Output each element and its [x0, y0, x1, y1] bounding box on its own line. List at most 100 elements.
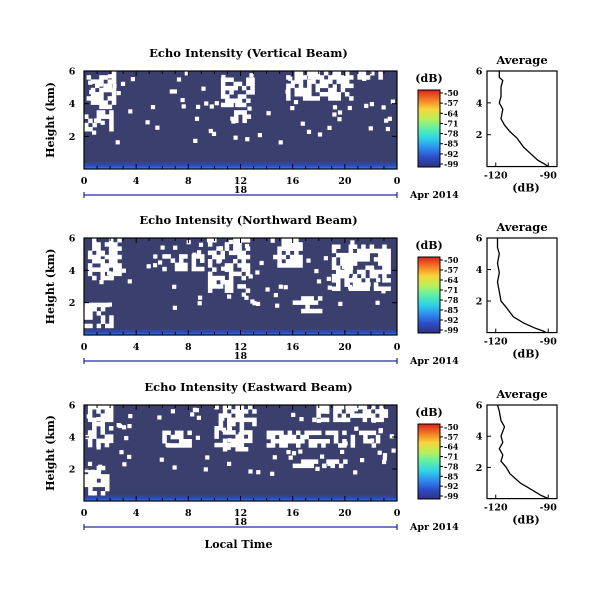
missing-data-cell [377, 450, 382, 455]
missing-data-cell [321, 443, 326, 448]
missing-data-cell [375, 434, 381, 440]
missing-data-cell [336, 252, 341, 258]
missing-data-cell [237, 81, 243, 87]
missing-data-cell [279, 443, 284, 448]
missing-data-cell [352, 286, 358, 291]
missing-data-cell [365, 248, 370, 254]
missing-data-cell [225, 102, 230, 108]
missing-data-cell [315, 96, 320, 101]
missing-data-cell [243, 409, 249, 414]
x-tick-label: 16 [286, 176, 300, 187]
missing-data-cell [361, 248, 366, 254]
missing-data-cell [88, 315, 93, 320]
missing-data-cell [100, 482, 106, 488]
missing-data-cell [179, 266, 184, 272]
missing-data-cell [313, 300, 319, 305]
missing-data-cell [233, 250, 238, 256]
missing-data-cell [87, 461, 93, 466]
missing-data-cell [275, 303, 280, 308]
missing-data-cell [341, 413, 347, 418]
missing-data-cell [291, 434, 297, 440]
missing-data-cell [314, 269, 319, 274]
missing-data-cell [308, 430, 314, 436]
missing-data-cell [173, 245, 178, 250]
missing-data-cell [375, 439, 381, 444]
missing-data-cell [332, 105, 338, 110]
missing-data-cell [227, 442, 232, 448]
missing-data-cell [248, 405, 253, 410]
missing-data-cell [386, 252, 391, 258]
average-frame [486, 404, 558, 500]
missing-data-cell [349, 83, 354, 89]
missing-data-cell [298, 263, 303, 268]
missing-data-cell [357, 75, 362, 80]
missing-data-cell [317, 439, 322, 444]
missing-data-cell [352, 252, 358, 258]
missing-data-cell [109, 315, 114, 320]
missing-data-cell [270, 238, 275, 243]
missing-data-cell [382, 252, 387, 258]
missing-data-cell [281, 242, 286, 247]
missing-data-cell [200, 254, 205, 259]
missing-data-cell [378, 252, 383, 258]
missing-data-cell [327, 461, 332, 466]
missing-data-cell [302, 92, 308, 97]
missing-data-cell [87, 254, 93, 260]
missing-data-cell [278, 140, 283, 145]
missing-data-cell [353, 407, 358, 412]
missing-data-cell [367, 439, 372, 444]
missing-data-cell [100, 302, 106, 308]
missing-data-cell [243, 438, 249, 444]
missing-data-cell [389, 434, 394, 439]
colorbar-tick-label: -78 [444, 295, 459, 305]
missing-data-cell [239, 442, 245, 448]
missing-data-cell [243, 430, 249, 435]
x-tick-label: 4 [133, 176, 140, 187]
missing-data-cell [184, 71, 189, 76]
x-tick-label: 20 [338, 508, 352, 519]
missing-data-cell [285, 246, 291, 251]
missing-data-cell [336, 273, 341, 279]
missing-data-cell [379, 413, 384, 418]
missing-data-cell [216, 284, 221, 289]
missing-data-cell [108, 438, 114, 444]
missing-data-cell [191, 258, 197, 263]
missing-data-cell [386, 269, 391, 275]
missing-data-cell [87, 409, 93, 414]
missing-data-cell [340, 75, 346, 80]
missing-data-cell [281, 246, 286, 251]
missing-data-cell [111, 71, 117, 76]
missing-data-cell [111, 100, 117, 105]
missing-data-cell [370, 71, 375, 76]
missing-data-cell [370, 438, 375, 443]
y-tick-label: 6 [69, 234, 76, 245]
missing-data-cell [88, 127, 93, 132]
missing-data-cell [294, 259, 299, 264]
missing-data-cell [340, 273, 345, 279]
average-y-tick-label: 6 [476, 67, 483, 78]
missing-data-cell [361, 273, 366, 279]
missing-data-cell [100, 417, 105, 423]
missing-data-cell [298, 259, 303, 264]
missing-data-cell [153, 254, 158, 259]
missing-data-cell [332, 71, 337, 76]
missing-data-cell [302, 87, 308, 93]
colorbar-tick-label: -50 [444, 255, 459, 265]
average-frame [486, 70, 558, 168]
missing-data-cell [187, 430, 192, 436]
missing-data-cell [313, 459, 319, 464]
missing-data-cell [88, 118, 93, 124]
missing-data-cell [96, 438, 101, 444]
missing-data-cell [127, 454, 132, 459]
missing-data-cell [233, 271, 238, 277]
y-tick-label: 2 [69, 298, 76, 309]
missing-data-cell [371, 413, 376, 418]
missing-data-cell [316, 409, 321, 414]
missing-data-cell [304, 430, 309, 436]
missing-data-cell [344, 261, 349, 266]
missing-data-cell [331, 257, 337, 262]
missing-data-cell [216, 275, 221, 281]
date-day-label: 18 [234, 185, 248, 196]
missing-data-cell [381, 105, 386, 110]
missing-data-cell [357, 269, 362, 275]
